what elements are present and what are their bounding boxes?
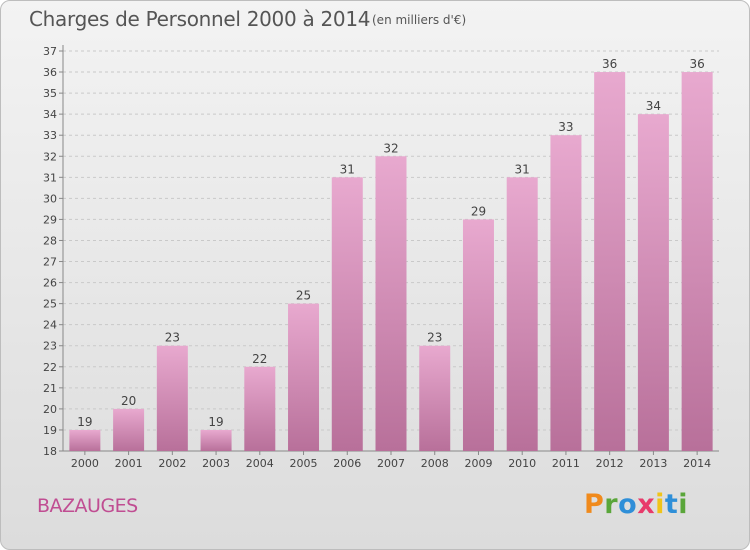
y-tick-label: 27 <box>43 256 57 269</box>
value-label-2007: 32 <box>383 141 398 155</box>
y-tick-label: 28 <box>43 234 57 247</box>
value-label-2001: 20 <box>121 394 136 408</box>
x-tick-label: 2005 <box>290 457 318 470</box>
bar-2003 <box>200 429 232 451</box>
bar-2014 <box>681 72 713 451</box>
chart-subtitle: (en milliers d'€) <box>372 13 467 27</box>
y-tick-label: 19 <box>43 424 57 437</box>
value-label-2005: 25 <box>296 289 311 303</box>
bar-2005 <box>288 303 320 451</box>
x-tick-label: 2011 <box>552 457 580 470</box>
y-tick-label: 31 <box>43 171 57 184</box>
y-tick-label: 29 <box>43 213 57 226</box>
value-label-2004: 22 <box>252 352 267 366</box>
value-label-2008: 23 <box>427 331 442 345</box>
x-tick-label: 2006 <box>333 457 361 470</box>
value-label-2012: 36 <box>602 57 617 71</box>
value-label-2014: 36 <box>689 57 704 71</box>
bar-2002 <box>156 345 188 451</box>
y-tick-label: 23 <box>43 340 57 353</box>
y-tick-label: 34 <box>43 108 57 121</box>
y-tick-label: 30 <box>43 192 57 205</box>
value-label-2010: 31 <box>515 162 530 176</box>
value-label-2000: 19 <box>77 415 92 429</box>
y-tick-label: 22 <box>43 361 57 374</box>
y-tick-label: 26 <box>43 277 57 290</box>
value-label-2002: 23 <box>165 331 180 345</box>
bar-2008 <box>419 345 451 451</box>
bar-2013 <box>637 114 669 451</box>
y-tick-label: 24 <box>43 319 57 332</box>
x-tick-label: 2000 <box>71 457 99 470</box>
value-label-2009: 29 <box>471 204 486 218</box>
x-tick-label: 2008 <box>421 457 449 470</box>
y-tick-label: 35 <box>43 87 57 100</box>
x-tick-label: 2009 <box>464 457 492 470</box>
bar-2006 <box>331 177 363 451</box>
bars <box>69 72 713 452</box>
x-tick-label: 2010 <box>508 457 536 470</box>
x-tick-label: 2014 <box>683 457 711 470</box>
value-label-2006: 31 <box>340 162 355 176</box>
y-tick-label: 21 <box>43 382 57 395</box>
bar-2011 <box>550 135 582 452</box>
y-tick-label: 18 <box>43 445 57 458</box>
y-tick-label: 32 <box>43 150 57 163</box>
x-tick-label: 2003 <box>202 457 230 470</box>
x-tick-label: 2001 <box>115 457 143 470</box>
y-tick-label: 25 <box>43 298 57 311</box>
bar-2012 <box>594 72 626 451</box>
bar-2000 <box>69 429 101 451</box>
x-tick-label: 2012 <box>596 457 624 470</box>
bar-2009 <box>462 219 494 451</box>
value-labels: 19 20 23 19 22 25 31 32 23 29 31 33 36 34 36 <box>77 57 705 429</box>
y-tick-label: 20 <box>43 403 57 416</box>
bar-2007 <box>375 156 407 451</box>
y-tick-label: 33 <box>43 129 57 142</box>
bar-2010 <box>506 177 538 451</box>
proxiti-logo[interactable]: Proxiti <box>584 489 689 520</box>
town-name: BAZAUGES <box>37 495 138 517</box>
x-tick-label: 2002 <box>158 457 186 470</box>
chart-title: Charges de Personnel 2000 à 2014 <box>29 7 371 31</box>
bar-2001 <box>113 408 145 451</box>
bar-2004 <box>244 366 276 451</box>
y-tick-label: 36 <box>43 66 57 79</box>
value-label-2003: 19 <box>208 415 223 429</box>
value-label-2011: 33 <box>558 120 573 134</box>
value-label-2013: 34 <box>646 99 661 113</box>
x-tick-label: 2007 <box>377 457 405 470</box>
x-tick-label: 2013 <box>639 457 667 470</box>
x-tick-label: 2004 <box>246 457 274 470</box>
y-tick-label: 37 <box>43 45 57 58</box>
